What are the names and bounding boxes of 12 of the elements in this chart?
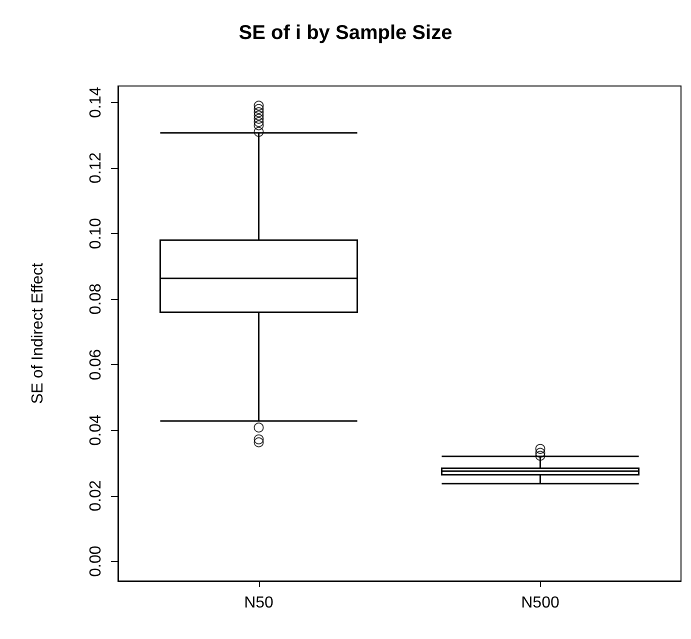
y-tick-label: 0.00 [88, 546, 104, 577]
chart-title: SE of i by Sample Size [238, 22, 452, 44]
y-tick-label: 0.04 [88, 414, 104, 446]
y-tick-label: 0.12 [88, 152, 104, 184]
y-axis-title: SE of Indirect Effect [30, 262, 46, 404]
x-tick-label: N500 [521, 594, 560, 612]
y-tick-label: 0.08 [88, 283, 104, 315]
y-tick-label: 0.10 [88, 218, 104, 250]
x-tick-label: N50 [244, 594, 274, 612]
y-tick-label: 0.06 [88, 348, 104, 380]
y-tick-label: 0.02 [88, 480, 104, 512]
y-tick-label: 0.14 [88, 86, 104, 118]
